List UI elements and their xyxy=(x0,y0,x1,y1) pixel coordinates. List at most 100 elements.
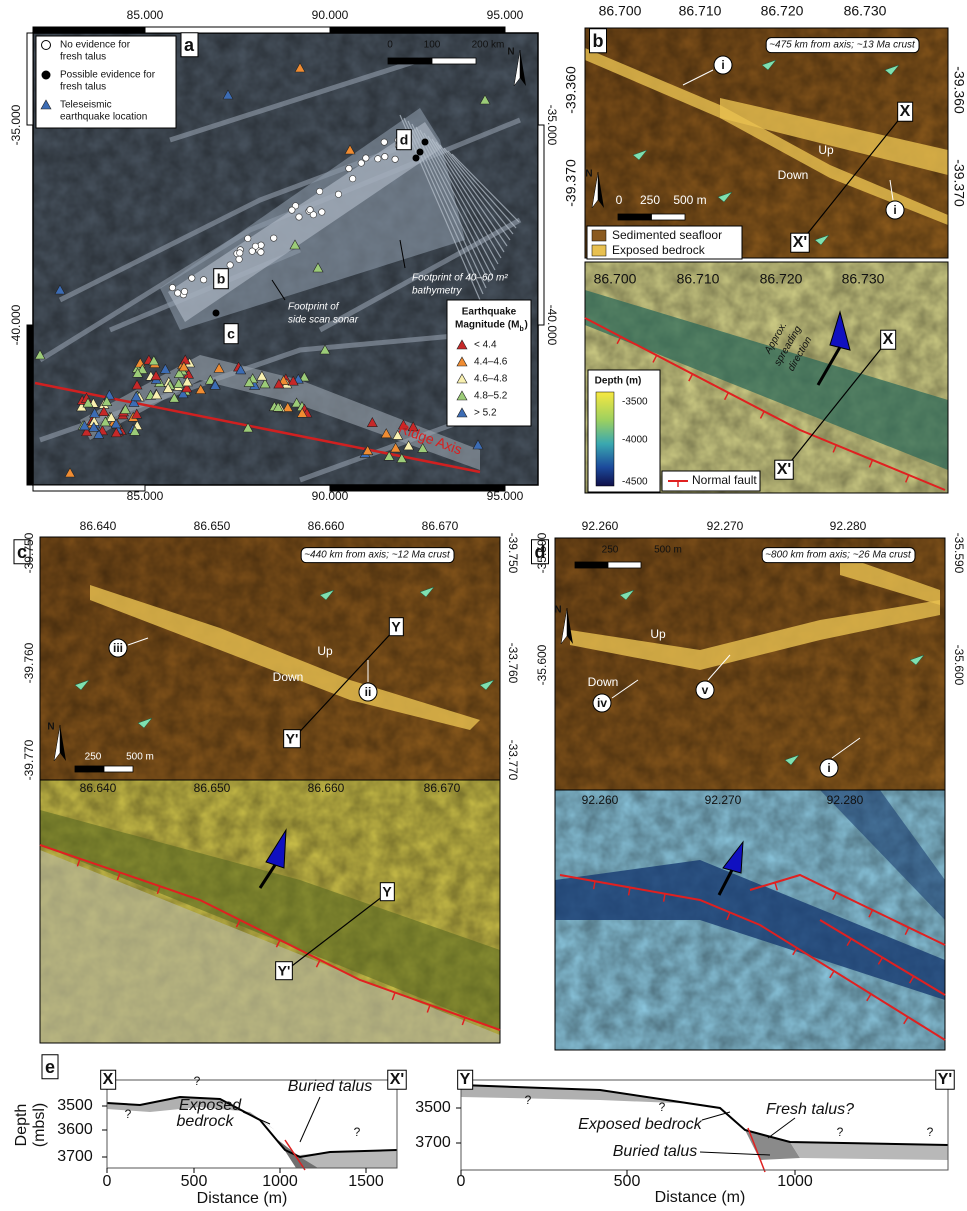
no-evidence-site xyxy=(257,241,265,249)
x-tick-label: 95.000 xyxy=(487,8,524,22)
fault-tick xyxy=(116,872,121,881)
bathy-track xyxy=(451,153,520,223)
y-tick-label: -40.000 xyxy=(9,304,23,345)
x-tick-label: 92.280 xyxy=(830,519,867,533)
earthquake xyxy=(181,376,193,387)
label-box xyxy=(457,1069,474,1090)
pointer xyxy=(682,69,714,86)
earthquake xyxy=(89,407,101,418)
bathy-track xyxy=(419,129,496,271)
north-label: N xyxy=(507,47,514,58)
x-tick-label: 1000 xyxy=(262,1173,298,1190)
panel-label: a xyxy=(184,35,195,55)
scale-label: 0 xyxy=(616,193,623,207)
label-box xyxy=(300,547,455,564)
pointer xyxy=(611,679,639,699)
reference-arrow xyxy=(632,149,648,161)
earthquake xyxy=(178,361,190,372)
earthquake xyxy=(235,364,247,375)
marker-circle xyxy=(695,680,715,700)
panel-label: c xyxy=(17,542,27,562)
fault-tick xyxy=(908,975,915,984)
frame-bar xyxy=(537,124,545,326)
fault-legend-box xyxy=(661,470,761,492)
profile-end: Y xyxy=(391,619,401,635)
marker-circle xyxy=(713,55,733,75)
earthquake xyxy=(64,467,76,478)
earthquake xyxy=(392,429,404,440)
no-evidence-site xyxy=(248,247,256,255)
marker-label: ii xyxy=(365,685,372,699)
earthquake xyxy=(403,440,415,451)
earthquake xyxy=(456,356,468,367)
earthquake xyxy=(93,428,105,439)
earthquake xyxy=(195,384,207,395)
legend-title: b xyxy=(519,326,523,333)
site-label: c xyxy=(227,326,235,342)
frame-bar xyxy=(32,26,146,34)
legend-box xyxy=(586,225,743,260)
x-tick-label: 500 xyxy=(181,1173,208,1190)
fault-tick xyxy=(832,444,837,453)
annotation: side scan sonar xyxy=(288,315,359,326)
colorbar xyxy=(595,391,615,487)
no-evidence-site xyxy=(288,206,296,214)
earthquake xyxy=(110,427,122,438)
north-label: N xyxy=(585,169,592,180)
y-tick-label: -39.370 xyxy=(951,159,967,207)
x-tick-label: 92.260 xyxy=(582,519,619,533)
pointer xyxy=(889,179,894,201)
marker-label: iii xyxy=(113,641,123,655)
earthquake xyxy=(380,428,392,439)
side-label: Down xyxy=(778,168,809,182)
earthquake xyxy=(88,421,100,432)
label-box xyxy=(589,28,607,54)
y-tick-label: -39.750 xyxy=(22,532,36,573)
fault-tick xyxy=(726,912,731,921)
bathy-trough xyxy=(40,810,500,1030)
panel-label: d xyxy=(535,542,546,562)
profile-end: Y' xyxy=(286,731,299,747)
fault-tick xyxy=(627,887,631,896)
fault-tick xyxy=(426,1004,431,1013)
bathy-shade xyxy=(40,850,500,1043)
legend-title: ) xyxy=(524,320,527,331)
survey-track xyxy=(318,217,522,333)
y-tick-label: -35.590 xyxy=(952,533,966,574)
north-arrow xyxy=(591,171,599,209)
no-evidence-site xyxy=(318,208,326,216)
legend-label: > 5.2 xyxy=(474,408,497,419)
north-arrow xyxy=(60,725,66,761)
earthquake xyxy=(159,363,171,374)
x-tick-label: 90.000 xyxy=(312,8,349,22)
frame-bar xyxy=(26,324,34,486)
bathy-track xyxy=(423,132,499,265)
pointer xyxy=(707,654,731,681)
north-label: N xyxy=(47,722,54,733)
earthquake xyxy=(177,388,189,399)
scale-bar xyxy=(387,57,433,65)
earthquake xyxy=(101,396,113,406)
bathy-trough xyxy=(820,790,945,920)
legend-box xyxy=(35,35,177,129)
survey-track xyxy=(169,57,421,143)
bathy-trough xyxy=(585,290,948,470)
legend-label: Possible evidence for xyxy=(60,70,156,81)
profile-end: X' xyxy=(777,461,791,478)
panel-header: ~440 km from axis; ~12 Ma crust xyxy=(304,550,451,561)
earthquake xyxy=(273,378,285,389)
fault-tick xyxy=(275,939,281,948)
earthquake xyxy=(291,397,303,408)
side-label: Up xyxy=(317,644,333,658)
pointer xyxy=(127,637,149,646)
legend-label: Exposed bedrock xyxy=(612,243,706,257)
reference-arrow xyxy=(619,589,635,601)
reference-arrow xyxy=(884,64,900,76)
profile-end: Y' xyxy=(938,1071,952,1088)
legend-label: < 4.4 xyxy=(474,340,497,351)
earthquake xyxy=(168,392,180,403)
scale-label: 250 xyxy=(602,545,619,556)
earthquake xyxy=(383,450,395,461)
x-tick-label: 86.700 xyxy=(594,271,637,287)
label-box xyxy=(13,539,31,565)
